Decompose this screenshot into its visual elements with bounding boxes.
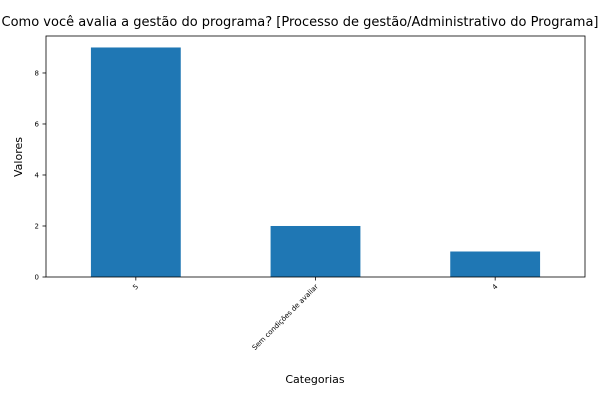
y-tick-label: 6 [35, 120, 40, 128]
bars-group [90, 47, 541, 278]
y-axis: 0 2 4 6 8 [35, 69, 46, 282]
bar [450, 251, 541, 277]
chart-title: Como você avalia a gestão do programa? [… [2, 15, 599, 30]
y-tick-label: 0 [35, 274, 39, 282]
plot-frame [45, 35, 586, 278]
y-tick-label: 8 [35, 69, 39, 77]
y-axis-label: Valores [12, 137, 25, 177]
y-tick-label: 4 [35, 171, 40, 179]
bar [270, 225, 361, 277]
y-tick-label: 2 [35, 222, 39, 230]
x-tick-label: 5 [131, 283, 140, 292]
x-tick-label: 4 [491, 282, 500, 291]
x-tick-label: Sem condições de avaliar [251, 283, 320, 352]
x-axis: 5 Sem condições de avaliar 4 [131, 277, 500, 352]
x-axis-label: Categorias [285, 373, 345, 386]
bar [90, 47, 181, 278]
